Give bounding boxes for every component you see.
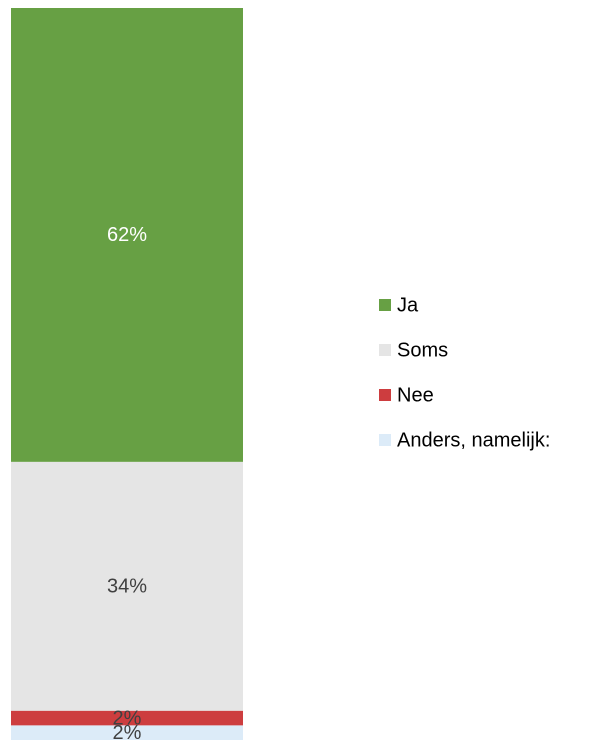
legend-swatch	[379, 434, 391, 446]
data-label: 2%	[113, 707, 142, 729]
bar-segment	[11, 710, 243, 726]
bar-segment	[11, 461, 243, 711]
legend-label: Anders, namelijk:	[397, 429, 550, 451]
legend-swatch	[379, 344, 391, 356]
legend-label: Nee	[397, 384, 434, 406]
legend-label: Ja	[397, 294, 419, 316]
bar-segment	[11, 8, 243, 462]
data-label: 2%	[113, 722, 142, 744]
data-label: 62%	[107, 224, 147, 246]
bar-segment	[11, 725, 243, 740]
legend-swatch	[379, 389, 391, 401]
legend-swatch	[379, 299, 391, 311]
data-label: 34%	[107, 576, 147, 598]
legend-label: Soms	[397, 339, 448, 361]
